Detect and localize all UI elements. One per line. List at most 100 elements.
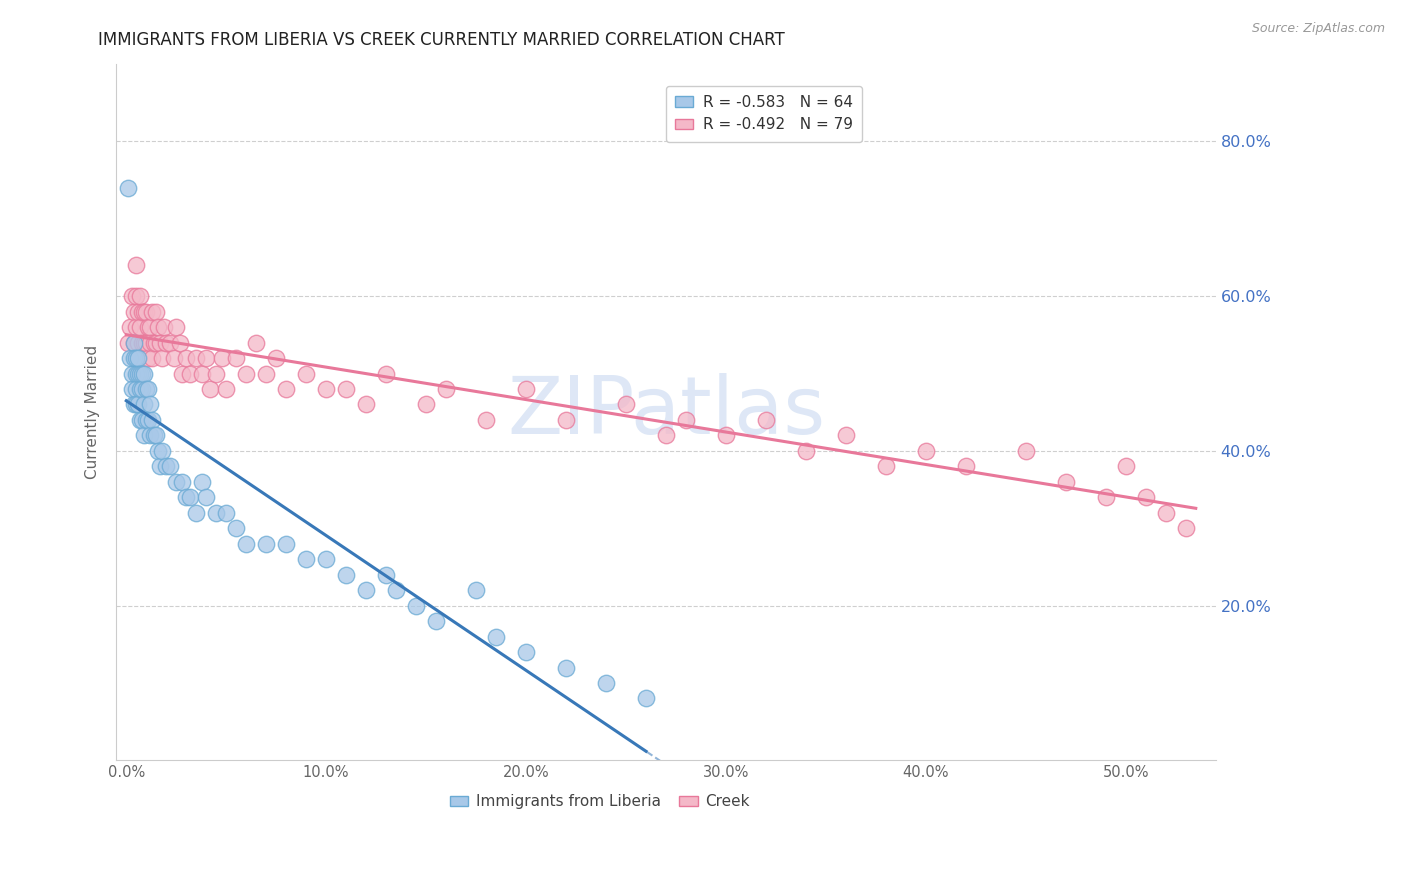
Point [375,367,398,381]
Point [145,335,167,350]
Point [125,351,148,365]
Point [315,382,337,396]
Point [475,413,498,427]
Point [254,537,277,551]
Point [215,506,238,520]
Point [148,320,170,334]
Point [125,320,148,334]
Point [200,382,222,396]
Point [1015,444,1038,458]
Y-axis label: Currently Married: Currently Married [86,345,100,479]
Point [315,552,337,566]
Point [1135,491,1157,505]
Point [276,537,298,551]
Point [655,428,678,442]
Point [125,382,148,396]
Point [179,491,201,505]
Point [131,304,153,318]
Point [149,335,172,350]
Point [159,459,181,474]
Point [134,397,156,411]
Point [136,351,159,365]
Point [165,475,187,489]
Point [191,367,214,381]
Point [117,181,139,195]
Point [150,444,173,458]
Point [205,506,228,520]
Point [335,382,357,396]
Point [179,367,201,381]
Point [675,413,697,427]
Point [555,413,578,427]
Point [153,320,176,334]
Point [141,351,163,365]
Point [122,397,145,411]
Point [375,567,398,582]
Point [195,351,218,365]
Point [425,614,447,628]
Point [136,382,159,396]
Text: Source: ZipAtlas.com: Source: ZipAtlas.com [1251,22,1385,36]
Point [1094,491,1116,505]
Point [195,491,218,505]
Point [129,382,152,396]
Point [121,367,143,381]
Point [191,475,214,489]
Point [135,304,157,318]
Point [186,506,208,520]
Point [186,351,208,365]
Point [120,351,142,365]
Point [121,382,143,396]
Point [405,599,427,613]
Point [125,367,148,381]
Point [131,382,153,396]
Point [131,413,153,427]
Point [163,351,186,365]
Point [225,351,247,365]
Point [139,335,162,350]
Point [245,335,267,350]
Point [131,335,153,350]
Point [143,335,166,350]
Point [127,304,149,318]
Point [127,335,149,350]
Point [172,475,194,489]
Point [295,367,318,381]
Point [1115,459,1137,474]
Point [465,583,488,598]
Point [215,382,238,396]
Point [149,459,172,474]
Point [714,428,737,442]
Point [125,258,148,272]
Point [515,645,537,659]
Point [264,351,287,365]
Point [172,367,194,381]
Point [139,320,162,334]
Point [141,304,163,318]
Point [276,382,298,396]
Point [335,567,357,582]
Point [122,335,145,350]
Point [131,367,153,381]
Point [127,367,149,381]
Point [135,413,157,427]
Point [634,691,657,706]
Point [129,367,152,381]
Point [1174,521,1197,535]
Point [155,459,177,474]
Point [169,335,191,350]
Point [121,289,143,303]
Point [127,397,149,411]
Point [129,413,152,427]
Point [125,289,148,303]
Point [127,351,149,365]
Point [1154,506,1177,520]
Point [555,660,578,674]
Point [354,583,377,598]
Point [129,320,152,334]
Point [134,335,156,350]
Point [205,367,228,381]
Point [434,382,457,396]
Point [139,397,162,411]
Point [135,335,157,350]
